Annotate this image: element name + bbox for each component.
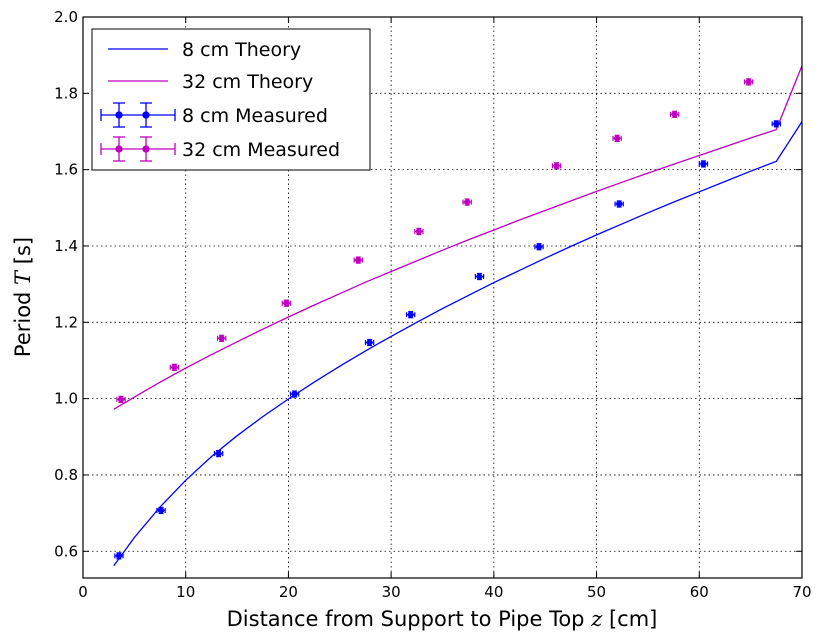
legend-label-8cm-theory: 8 cm Theory: [182, 39, 301, 61]
x-tick-label: 30: [382, 583, 401, 601]
data-point: [169, 363, 180, 371]
axis-ticks: 0 10 20 30 40 50 60 70 0.6 0.8 1.0 1.2 1.4 1.6 1.8 2.0: [54, 8, 811, 601]
data-point: [614, 200, 624, 208]
data-point: [353, 256, 363, 264]
x-tick-label: 0: [78, 583, 88, 601]
y-tick-label: 1.2: [54, 313, 78, 331]
y-axis-title: Period T [s]: [11, 237, 35, 357]
y-tick-label: 0.8: [54, 466, 78, 484]
x-axis-title-symbol: z: [590, 607, 603, 631]
legend: 8 cm Theory 32 cm Theory 8 cm Measured: [91, 28, 371, 171]
data-point: [474, 272, 485, 281]
data-point: [216, 334, 227, 342]
legend-label-32cm-measured: 32 cm Measured: [182, 139, 340, 161]
data-point: [612, 134, 622, 143]
legend-handle-32cm-measured: [100, 136, 176, 162]
series-measured-points: [114, 120, 782, 560]
y-axis-title-prefix: Period: [11, 285, 35, 357]
x-axis-title-prefix: Distance from Support to Pipe Top: [227, 607, 592, 631]
y-tick-label: 1.0: [54, 390, 78, 408]
legend-handle-8cm-measured: [100, 102, 176, 128]
x-tick-label: 60: [690, 583, 709, 601]
data-point: [213, 449, 224, 458]
plot-frame: [82, 16, 803, 579]
data-point: [698, 160, 709, 168]
legend-label-32cm-theory: 32 cm Theory: [182, 71, 313, 93]
x-tick-label: 40: [484, 583, 503, 601]
data-point: [364, 338, 375, 347]
legend-box: [91, 28, 371, 171]
x-tick-label: 50: [587, 583, 606, 601]
y-axis-title-suffix: [s]: [11, 237, 35, 271]
x-axis-title-suffix: [cm]: [602, 607, 657, 631]
y-tick-label: 1.8: [54, 84, 78, 102]
data-point: [414, 227, 424, 236]
y-tick-label: 1.4: [54, 237, 78, 255]
data-point: [743, 78, 754, 86]
data-point: [156, 506, 166, 515]
legend-label-8cm-measured: 8 cm Measured: [182, 105, 328, 127]
series-measured-points: [116, 78, 754, 404]
data-point: [771, 120, 782, 128]
series-theory-line: [113, 121, 803, 567]
plot-series: [113, 65, 803, 567]
data-point: [114, 552, 124, 560]
grid: [83, 17, 802, 578]
theory-curve: [113, 65, 803, 410]
data-point: [116, 395, 126, 404]
x-tick-label: 20: [279, 583, 298, 601]
data-point: [669, 110, 680, 118]
y-axis-title-symbol: T: [11, 269, 35, 285]
theory-curve: [113, 121, 803, 567]
x-tick-label: 10: [176, 583, 195, 601]
x-tick-label: 70: [792, 583, 811, 601]
x-axis-title: Distance from Support to Pipe Top z [cm]: [227, 607, 658, 631]
data-point: [405, 311, 416, 319]
data-point: [551, 162, 562, 170]
y-tick-label: 2.0: [54, 8, 78, 26]
data-point: [462, 198, 472, 206]
y-tick-label: 1.6: [54, 161, 78, 179]
series-theory-line: [113, 65, 803, 410]
data-point: [534, 243, 544, 251]
data-point: [289, 390, 300, 398]
y-tick-label: 0.6: [54, 542, 78, 560]
data-point: [281, 299, 292, 307]
